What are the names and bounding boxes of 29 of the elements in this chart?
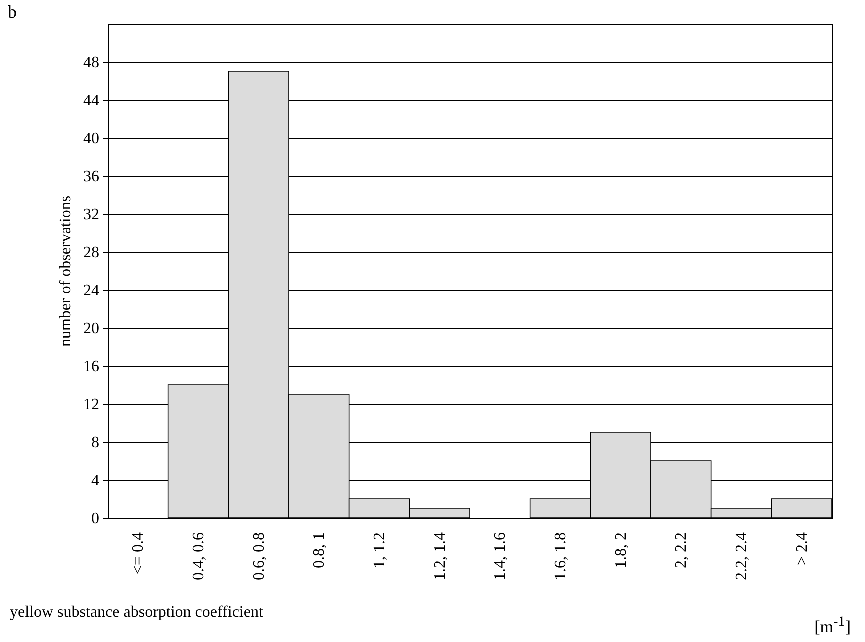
chart-title: b xyxy=(8,2,17,22)
y-tick-label: 36 xyxy=(84,168,100,186)
y-tick-label: 40 xyxy=(84,130,100,148)
y-tick-label: 28 xyxy=(84,244,100,262)
y-tick-label: 4 xyxy=(92,472,100,490)
y-tick-label: 0 xyxy=(92,510,100,528)
y-tick-label: 48 xyxy=(84,54,100,72)
y-tick-label: 32 xyxy=(84,206,100,224)
text: [m$^{-1}$] xyxy=(814,614,851,638)
x-tick-label: 2.2, 2.4 xyxy=(734,532,750,580)
y-tick-label: 8 xyxy=(92,434,100,452)
x-tick-label: 1, 1.2 xyxy=(372,532,388,568)
y-tick-label: 12 xyxy=(84,396,100,414)
x-tick-label: 2, 2.2 xyxy=(673,532,690,568)
x-tick-label: 1.2, 1.4 xyxy=(432,532,449,580)
x-tick-label: 0.6, 0.8 xyxy=(250,532,268,580)
y-tick-label: 20 xyxy=(84,320,100,338)
x-tick-label: 1.6, 1.8 xyxy=(552,532,570,580)
y-tick-label: 24 xyxy=(84,282,100,300)
x-tick-label: 0.4, 0.6 xyxy=(190,532,208,580)
y-axis-title: number of observations xyxy=(58,196,74,348)
x-tick-label: 1.8, 2 xyxy=(612,532,630,568)
x-tick-label: > 2.4 xyxy=(794,532,811,566)
x-axis-title: yellow substance absorption coefficient xyxy=(10,604,264,622)
x-tick-label: 1.4, 1.6 xyxy=(492,532,510,580)
y-tick-label: 44 xyxy=(84,92,100,110)
x-tick-label: <= 0.4 xyxy=(130,532,148,575)
x-tick-label: 0.8, 1 xyxy=(311,532,328,568)
y-tick-label: 16 xyxy=(84,358,100,376)
